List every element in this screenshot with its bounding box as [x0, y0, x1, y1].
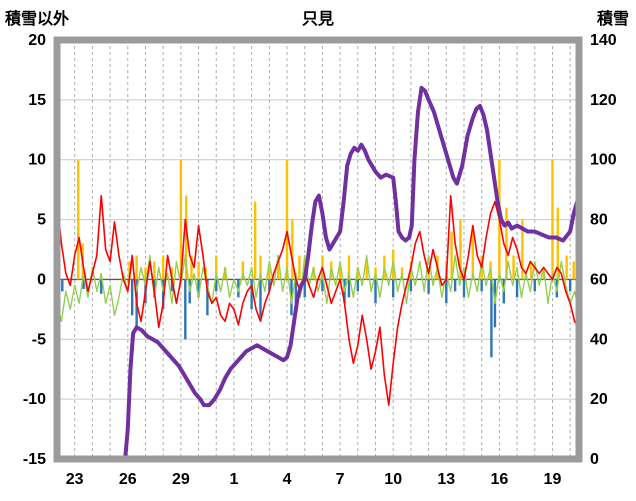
right-axis-tick: 100: [590, 152, 617, 169]
snow-depth-purple-line: [55, 85, 581, 461]
x-axis-tick: 29: [172, 471, 190, 488]
left-axis-tick: -15: [23, 451, 46, 468]
x-axis-tick: 19: [544, 471, 562, 488]
x-axis-tick: 26: [119, 471, 137, 488]
left-axis-tick: 0: [37, 271, 46, 288]
chart-title: 只見: [301, 11, 334, 28]
x-axis-tick: 16: [490, 471, 508, 488]
x-axis-tick: 7: [336, 471, 345, 488]
x-axis-tick: 10: [384, 471, 402, 488]
left-axis-tick: -5: [32, 331, 46, 348]
plot-frame: [53, 36, 583, 463]
left-axis-tick: 15: [28, 92, 46, 109]
x-axis-tick: 13: [437, 471, 455, 488]
right-axis-tick: 120: [590, 92, 617, 109]
left-axis-tick: -10: [23, 391, 46, 408]
right-axis-tick: 0: [590, 451, 599, 468]
right-axis-title: 積雪: [596, 11, 629, 28]
right-axis-tick: 80: [590, 212, 608, 229]
left-axis-tick: 5: [37, 212, 46, 229]
x-axis-tick: 23: [66, 471, 84, 488]
left-axis-title: 積雪以外: [5, 11, 70, 28]
right-axis-tick: 140: [590, 32, 617, 49]
red-line: [56, 194, 580, 406]
left-axis-tick: 10: [28, 152, 46, 169]
right-axis-tick: 40: [590, 331, 608, 348]
left-axis-tick: 20: [28, 32, 46, 49]
right-axis-tick: 20: [590, 391, 608, 408]
x-axis-tick: 4: [283, 471, 292, 488]
x-axis-tick: 1: [229, 471, 238, 488]
right-axis-tick: 60: [590, 271, 608, 288]
green-line: [56, 254, 580, 323]
